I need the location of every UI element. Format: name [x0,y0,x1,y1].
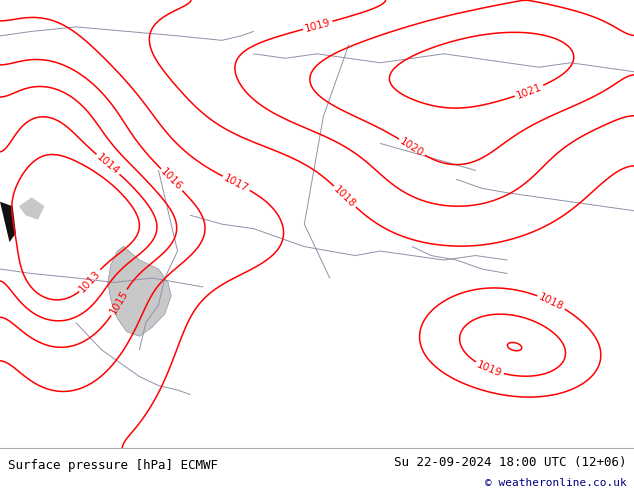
Text: 1016: 1016 [159,167,184,193]
Text: © weatheronline.co.uk: © weatheronline.co.uk [484,477,626,488]
Text: 1018: 1018 [332,184,358,209]
Polygon shape [19,197,44,220]
Text: 1018: 1018 [538,292,566,312]
Text: 1019: 1019 [304,17,332,34]
Text: Su 22-09-2024 18:00 UTC (12+06): Su 22-09-2024 18:00 UTC (12+06) [394,456,626,469]
Text: 1015: 1015 [108,289,130,317]
Polygon shape [0,202,16,242]
Text: 1014: 1014 [95,152,121,176]
Text: 1017: 1017 [223,172,250,194]
Text: 1013: 1013 [77,268,103,294]
Text: Surface pressure [hPa] ECMWF: Surface pressure [hPa] ECMWF [8,459,217,471]
Text: 1021: 1021 [515,82,543,100]
Text: 1019: 1019 [476,359,503,379]
Polygon shape [108,246,171,336]
Text: 1020: 1020 [398,136,425,158]
